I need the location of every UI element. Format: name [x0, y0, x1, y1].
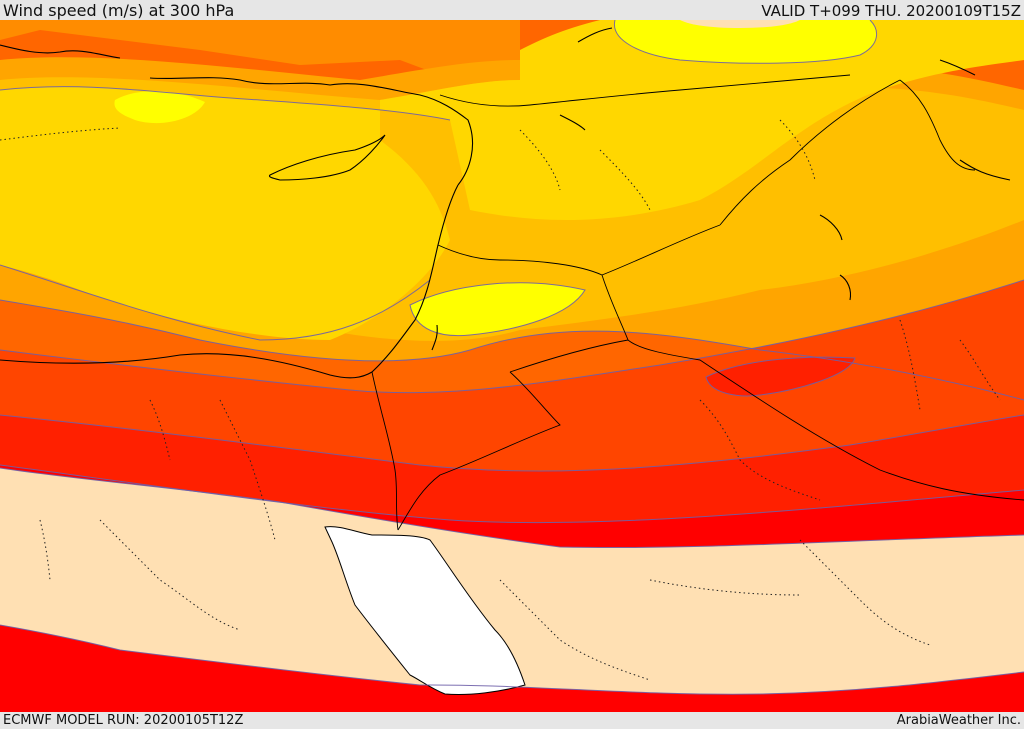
contour-lines [0, 20, 1024, 695]
border [509, 339, 1024, 501]
border [719, 79, 901, 226]
band-red-south [0, 625, 1024, 712]
header-bar: Wind speed (m/s) at 300 hPa VALID T+099 … [0, 0, 1024, 20]
coastline [559, 114, 586, 131]
coastline [268, 134, 386, 181]
admin-boundaries [0, 119, 1001, 681]
admin-boundary [699, 399, 821, 501]
band-yellow-northwest [114, 91, 205, 124]
coastline [819, 214, 843, 241]
band-calm-northeast [680, 20, 800, 28]
credit: ArabiaWeather Inc. [896, 713, 1021, 728]
border [437, 244, 603, 276]
border [439, 74, 851, 107]
band-yellow-levant [410, 282, 585, 336]
coastline [939, 59, 976, 76]
contour-line [0, 299, 1024, 401]
contour-line [0, 414, 1024, 472]
contour-line [0, 279, 1024, 394]
admin-boundary [959, 339, 1001, 401]
admin-boundary [899, 319, 921, 411]
wind-speed-map [0, 20, 1024, 712]
border [371, 371, 399, 531]
contour-line [0, 464, 1024, 524]
coastline [577, 27, 613, 43]
band-yellow-northeast [614, 20, 877, 64]
valid-time: VALID T+099 THU. 20200109T15Z [761, 2, 1021, 20]
border [601, 224, 721, 341]
border [397, 371, 561, 531]
admin-boundary [219, 399, 276, 541]
band-orange-north [0, 20, 520, 90]
band-orange-patch [410, 36, 480, 58]
coastlines [0, 27, 1011, 379]
coastline [959, 159, 1011, 181]
coastline [0, 184, 459, 379]
contour-line [0, 624, 1024, 695]
coastline [839, 274, 852, 301]
red-sea [324, 526, 526, 696]
coastline [149, 77, 474, 186]
border [899, 79, 976, 171]
wind-speed-bands [0, 20, 1024, 712]
admin-boundary [149, 399, 171, 461]
coastline [0, 44, 121, 59]
admin-boundary [599, 149, 651, 211]
contour-line [614, 20, 878, 64]
contour-line [0, 86, 451, 121]
band-red-patch [706, 357, 855, 396]
admin-boundary [779, 119, 816, 181]
borders [371, 74, 1024, 531]
contour-line [0, 264, 431, 341]
map-title: Wind speed (m/s) at 300 hPa [3, 1, 235, 20]
band-calm-middle [0, 468, 1024, 695]
model-run: ECMWF MODEL RUN: 20200105T12Z [3, 713, 244, 728]
footer-bar: ECMWF MODEL RUN: 20200105T12Z ArabiaWeat… [0, 712, 1024, 729]
admin-boundary [39, 519, 51, 581]
contour-line [0, 467, 1024, 549]
contour-line [705, 356, 856, 397]
coastline [431, 324, 438, 351]
